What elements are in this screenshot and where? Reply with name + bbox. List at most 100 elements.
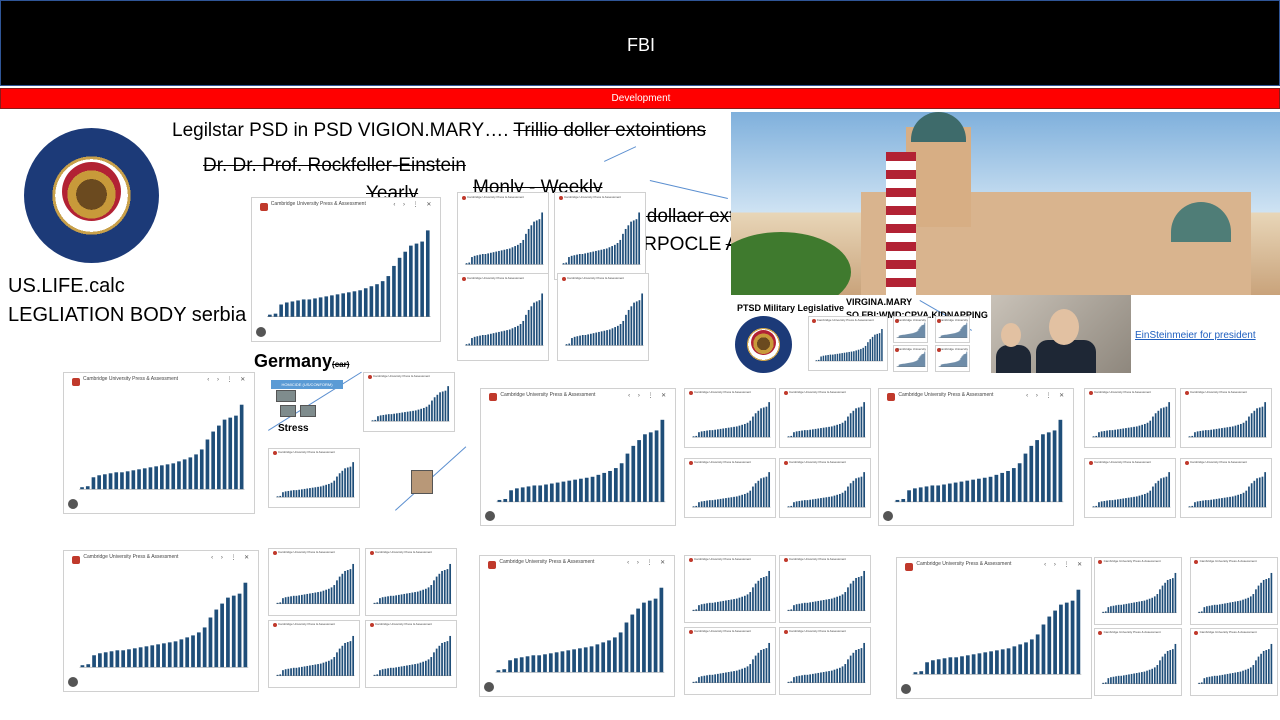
chart-bar xyxy=(581,253,584,265)
chart-bar xyxy=(962,355,964,367)
chart-source-label: Cambridge University Press & Assessment xyxy=(1190,390,1248,395)
chart-bar xyxy=(1149,490,1152,508)
chart-bar xyxy=(741,596,744,611)
chart-bar xyxy=(1104,611,1107,613)
chart-bar xyxy=(714,499,717,508)
shield-logo-icon xyxy=(904,562,913,571)
chart-nav-controls[interactable]: ‹ › ⋮ ✕ xyxy=(207,376,249,383)
chart-bar xyxy=(703,430,706,438)
chart-bar xyxy=(406,665,408,676)
chart-bar xyxy=(849,655,852,683)
chart-bar xyxy=(1212,499,1215,508)
chart-bar xyxy=(430,585,433,604)
chart-bar xyxy=(754,583,757,611)
zoom-icon[interactable] xyxy=(256,327,266,337)
chart-bar xyxy=(341,470,344,498)
chart-bar xyxy=(637,440,641,502)
chart-bar xyxy=(844,490,847,508)
chart-nav-controls[interactable]: ‹ › ⋮ ✕ xyxy=(1026,392,1068,399)
chart-bar xyxy=(616,243,619,265)
chart-bar xyxy=(300,666,303,676)
chart-bar xyxy=(714,674,717,683)
chart-bar xyxy=(386,276,391,317)
chart-bar xyxy=(965,324,967,338)
chart-bar xyxy=(389,595,392,604)
chart-bar xyxy=(497,499,502,502)
chart-nav-controls[interactable]: ‹ › ⋮ ✕ xyxy=(627,559,669,566)
legilstar-label: Legilstar PSD in PSD VIGION.MARY…. xyxy=(172,120,509,141)
chart-nav-controls[interactable]: ‹ › ⋮ ✕ xyxy=(211,554,253,561)
chart-bar xyxy=(344,570,346,604)
chart-bar xyxy=(167,642,172,668)
chart-bar xyxy=(762,577,765,611)
chart-bar xyxy=(638,212,641,265)
chart-nav-controls[interactable]: ‹ › ⋮ ✕ xyxy=(393,201,435,208)
chart-bar xyxy=(385,414,387,422)
chart-bar xyxy=(939,366,941,367)
chart-bar xyxy=(1200,611,1203,613)
chart-nav-controls[interactable]: ‹ › ⋮ ✕ xyxy=(628,392,670,399)
chart-bar xyxy=(951,362,953,367)
person-head xyxy=(1001,323,1021,347)
chart-bar xyxy=(746,492,749,508)
chart-source-label: Cambridge University Press & Assessment xyxy=(375,622,433,627)
chart-bar xyxy=(1120,675,1123,684)
chart-bar xyxy=(519,324,522,346)
chart-bar xyxy=(296,300,300,317)
zoom-icon[interactable] xyxy=(485,511,495,521)
chart-bar xyxy=(436,394,439,422)
chart-bar xyxy=(754,655,757,683)
einsteinmeier-link[interactable]: EinSteinmeier for president xyxy=(1135,330,1256,341)
chart-bar xyxy=(1125,603,1128,613)
chart-bar xyxy=(752,486,754,508)
chart-bar xyxy=(947,334,949,338)
chart-bar xyxy=(907,363,909,367)
chart-bar xyxy=(369,286,374,317)
chart-bar xyxy=(822,355,825,361)
chart-bar xyxy=(567,480,572,502)
chart-thumbnail: Cambridge University Press & Assessment xyxy=(779,388,871,448)
chart-bar xyxy=(633,302,635,346)
chart-bar xyxy=(814,428,817,438)
chart-bar xyxy=(336,580,338,604)
chart-bar xyxy=(587,334,590,346)
chart-bar xyxy=(438,645,441,676)
chart-bar xyxy=(1258,407,1261,438)
zoom-icon[interactable] xyxy=(883,511,893,521)
bar-chart xyxy=(495,587,665,673)
chart-bar xyxy=(406,593,408,604)
chart-bar xyxy=(1257,585,1260,613)
chart-bar xyxy=(1198,682,1200,684)
zoom-icon[interactable] xyxy=(484,682,494,692)
shield-logo-icon xyxy=(1194,560,1199,565)
chart-bar xyxy=(1204,430,1207,438)
chart-bar xyxy=(417,409,420,422)
chart-bar xyxy=(1237,672,1239,684)
chart-bar xyxy=(958,360,960,367)
chart-bar xyxy=(595,332,598,346)
chart-bar xyxy=(711,602,714,611)
chart-bar xyxy=(708,674,711,683)
zoom-icon[interactable] xyxy=(68,677,78,687)
chart-bar xyxy=(738,669,741,683)
car-text: (car) xyxy=(332,360,350,369)
chart-nav-controls[interactable]: ‹ › ⋮ ✕ xyxy=(1044,561,1086,568)
zoom-icon[interactable] xyxy=(68,499,78,509)
chart-bar xyxy=(379,670,381,676)
chart-bar xyxy=(424,660,427,676)
chart-bar xyxy=(907,490,911,502)
chart-bar xyxy=(946,334,948,338)
bar-chart xyxy=(912,589,1082,675)
chart-thumbnail: Cambridge University Press & Assessment xyxy=(1190,557,1278,625)
chart-bar xyxy=(420,241,424,317)
chart-bar xyxy=(643,434,647,502)
chart-bar xyxy=(790,609,793,611)
chart-bar xyxy=(506,330,508,346)
chart-bar xyxy=(589,646,594,673)
chart-bar xyxy=(1111,430,1114,438)
chart-bar xyxy=(511,247,514,265)
zoom-icon[interactable] xyxy=(901,684,911,694)
chart-bar xyxy=(790,681,793,683)
chart-bar xyxy=(1095,505,1098,508)
chart-bar xyxy=(514,246,517,265)
